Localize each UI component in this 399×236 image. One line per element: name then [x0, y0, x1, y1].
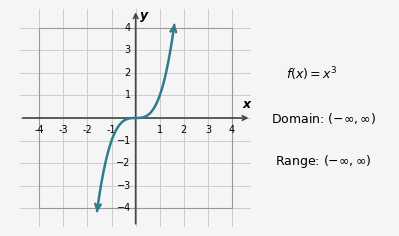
Text: $f(x) = x^3$: $f(x) = x^3$	[286, 66, 338, 83]
Text: -1: -1	[107, 125, 117, 135]
Text: y: y	[140, 8, 148, 22]
Text: 3: 3	[205, 125, 211, 135]
Text: 3: 3	[125, 45, 131, 55]
Text: 4: 4	[125, 22, 131, 33]
Text: Domain: $(-\infty, \infty)$: Domain: $(-\infty, \infty)$	[271, 110, 376, 126]
Text: 2: 2	[181, 125, 187, 135]
Text: −1: −1	[117, 136, 131, 146]
Text: −3: −3	[117, 181, 131, 191]
Text: -2: -2	[83, 125, 92, 135]
Text: x: x	[243, 98, 251, 111]
Text: -4: -4	[34, 125, 44, 135]
Text: 1: 1	[157, 125, 163, 135]
Text: Range: $(-\infty, \infty)$: Range: $(-\infty, \infty)$	[275, 153, 371, 170]
Text: −2: −2	[117, 158, 131, 168]
Text: −4: −4	[117, 203, 131, 214]
Text: -3: -3	[59, 125, 68, 135]
Text: 2: 2	[124, 68, 131, 78]
Text: 4: 4	[229, 125, 235, 135]
Text: 1: 1	[125, 90, 131, 100]
